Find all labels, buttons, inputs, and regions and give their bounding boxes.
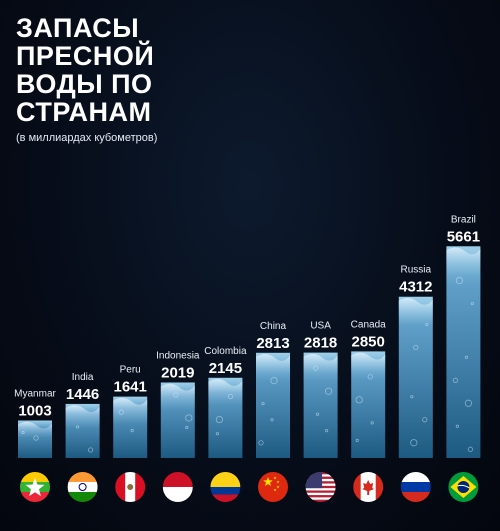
bar-wave-china [256,354,290,381]
bubble [464,355,468,359]
bubble [410,439,418,447]
bar-brazil [446,246,481,458]
value-label-russia: 4312 [399,279,432,296]
bar-group-usa: 2818 USA [303,321,338,458]
brazil-flag-icon [448,472,479,502]
title-line-4: СТРАНАМ [16,97,152,127]
bubble [76,425,80,429]
bubble [464,399,472,407]
india-flag-icon [67,472,98,502]
bar-wave-myanmar [18,421,52,438]
category-label-peru: Peru [120,365,141,376]
canada-flag-icon [353,472,384,502]
bubble [185,425,189,430]
bubble [173,392,179,398]
bubble [324,429,329,433]
bar-wave-peru [113,397,148,425]
bar-group-myanmar: 1003 Myanmar [14,388,57,458]
bubble [452,377,458,383]
bubble [270,418,274,422]
bubble [422,417,428,423]
value-label-colombia: 2145 [209,360,242,377]
bar-wave-canada [351,352,386,380]
peru-flag-icon [115,472,146,502]
bubble [324,387,333,395]
value-label-usa: 2818 [304,335,337,352]
bubble [355,396,363,404]
chart-title: ЗАПАСЫ ПРЕСНОЙ ВОДЫ ПО СТРАНАМ [16,14,154,126]
category-label-brazil: Brazil [451,214,476,225]
bubble [88,447,94,453]
title-line-2: ПРЕСНОЙ [16,41,155,71]
bubble [33,435,39,441]
bubble [118,409,124,415]
bar-wave-india [65,405,100,429]
value-label-myanmar: 1003 [18,402,51,419]
russia-flag-icon [400,472,431,502]
bubble [370,421,374,425]
bar-wave-usa [303,353,338,381]
category-label-colombia: Colombia [204,346,247,357]
bar-group-brazil: 5661 Brazil [446,214,481,458]
bar-group-colombia: 2145 Colombia [204,346,247,458]
bar-group-peru: 1641 Peru [113,365,148,458]
category-label-china: China [260,321,287,332]
bar-group-russia: 4312 Russia [398,265,433,458]
bubble [261,401,265,406]
bubble [455,424,459,428]
bubble [315,412,320,416]
indonesia-flag-icon [162,472,193,502]
bubble [258,440,264,446]
myanmar-flag-icon [20,472,50,502]
bar-wave-colombia [208,379,243,406]
colombia-flag-icon [210,472,241,502]
bubble [312,365,319,371]
value-label-indonesia: 2019 [161,364,194,381]
category-label-russia: Russia [401,265,432,276]
bubble [215,415,223,424]
bubble [21,430,25,435]
bubble [410,395,414,399]
value-label-india: 1446 [66,386,99,403]
category-label-myanmar: Myanmar [14,388,56,399]
category-label-indonesia: Indonesia [156,350,200,361]
value-label-peru: 1641 [114,379,147,396]
bubble [185,414,193,422]
bubble [425,322,429,327]
bubble [355,438,359,443]
title-line-1: ЗАПАСЫ [16,13,140,43]
bubble [470,301,474,306]
value-label-canada: 2850 [352,333,385,350]
usa-flag-icon [305,472,336,502]
bubble [270,376,278,385]
bar-group-china: 2813 China [256,321,290,458]
bubble [227,393,233,400]
china-flag-icon [258,472,288,502]
bubble [130,429,134,433]
bar-group-canada: 2850 Canada [351,319,386,458]
bubble [367,374,373,380]
bar-wave-indonesia [160,383,195,411]
chart-subtitle: (в миллиардах кубометров) [16,132,158,144]
value-label-brazil: 5661 [447,228,480,245]
bubble [413,344,419,351]
bar-group-india: 1446 India [65,372,100,458]
bubble [215,432,219,436]
value-label-china: 2813 [256,335,289,352]
bubble [467,446,473,452]
bar-group-indonesia: 2019 Indonesia [156,350,200,458]
category-label-india: India [72,372,94,383]
category-label-canada: Canada [351,319,386,330]
bubble [455,276,463,285]
category-label-usa: USA [310,321,331,332]
bar-wave-brazil [446,247,481,275]
title-line-3: ВОДЫ ПО [16,69,153,99]
bar-wave-russia [398,297,433,325]
